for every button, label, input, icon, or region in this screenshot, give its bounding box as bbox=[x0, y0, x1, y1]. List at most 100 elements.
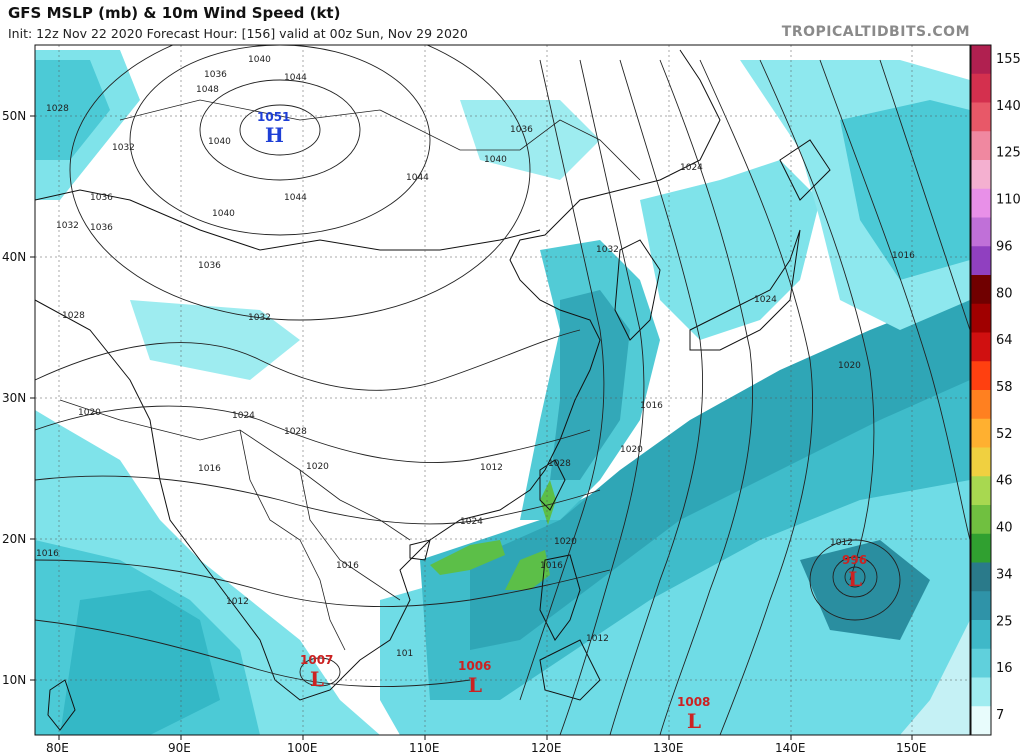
colorbar-swatch bbox=[971, 188, 991, 218]
colorbar-label: 58 bbox=[996, 380, 1013, 395]
low-center-value: 1008 bbox=[677, 695, 710, 709]
isobar-label: 1024 bbox=[460, 517, 483, 527]
colorbar-swatch bbox=[971, 246, 991, 276]
isobar-label: 1024 bbox=[754, 295, 777, 305]
isobar-label: 1024 bbox=[232, 411, 255, 421]
isobar-label: 1036 bbox=[510, 125, 533, 135]
low-center: 1007 L bbox=[300, 653, 333, 691]
colorbar-label: 25 bbox=[996, 614, 1013, 629]
colorbar-swatch bbox=[971, 332, 991, 362]
isobar-label: 1016 bbox=[36, 549, 59, 559]
latitude-label: 50N bbox=[2, 109, 26, 123]
low-center: 996 L bbox=[842, 553, 867, 591]
isobar-label: 1016 bbox=[640, 401, 663, 411]
low-center-value: 996 bbox=[842, 553, 867, 567]
wind-speed-colorbar: 155 140 125 110 96 80 64 58 52 46 40 34 25 16 7 bbox=[970, 44, 1021, 736]
isobar-label: 1016 bbox=[336, 561, 359, 571]
isobar-label: 101 bbox=[396, 649, 413, 659]
colorbar-swatch bbox=[971, 361, 991, 391]
colorbar-swatch bbox=[971, 591, 991, 621]
low-center-symbol: L bbox=[848, 567, 862, 591]
colorbar-label: 40 bbox=[996, 521, 1013, 536]
isobar-label: 1016 bbox=[198, 464, 221, 474]
isobar-label: 1044 bbox=[406, 173, 429, 183]
isobar-label: 1016 bbox=[892, 251, 915, 261]
isobar-label: 1036 bbox=[204, 70, 227, 80]
coastlines bbox=[35, 49, 831, 731]
colorbar-label: 52 bbox=[996, 427, 1013, 442]
longitude-label: 90E bbox=[168, 741, 191, 755]
isobar-label: 1032 bbox=[56, 221, 79, 231]
isobar-label: 1012 bbox=[586, 634, 609, 644]
isobar-label: 1028 bbox=[548, 459, 571, 469]
colorbar-label: 140 bbox=[996, 99, 1021, 114]
isobar-label: 1028 bbox=[62, 311, 85, 321]
colorbar-label: 96 bbox=[996, 239, 1013, 254]
colorbar-swatch bbox=[971, 73, 991, 103]
colorbar-label: 110 bbox=[996, 193, 1021, 208]
colorbar-swatch bbox=[971, 677, 991, 707]
low-center-value: 1007 bbox=[300, 653, 333, 667]
colorbar-swatch bbox=[971, 562, 991, 592]
isobar-label: 1036 bbox=[198, 261, 221, 271]
longitude-label: 140E bbox=[775, 741, 806, 755]
isobar-label: 1028 bbox=[46, 104, 69, 114]
isobar-label: 1032 bbox=[596, 245, 619, 255]
isobar-label: 1020 bbox=[620, 445, 643, 455]
isobar-label: 1016 bbox=[540, 561, 563, 571]
isobar-label: 1020 bbox=[554, 537, 577, 547]
low-center: 1008 L bbox=[677, 695, 710, 733]
longitude-label: 150E bbox=[896, 741, 927, 755]
latitude-label: 20N bbox=[2, 532, 26, 546]
longitude-label: 120E bbox=[531, 741, 562, 755]
isobar-label: 1024 bbox=[680, 163, 703, 173]
isobar-label: 1020 bbox=[838, 361, 861, 371]
colorbar-swatch bbox=[971, 447, 991, 477]
longitude-label: 100E bbox=[287, 741, 318, 755]
longitude-label: 80E bbox=[46, 741, 69, 755]
map-frame bbox=[34, 44, 971, 736]
colorbar-label: 80 bbox=[996, 286, 1013, 301]
isobar-label: 1036 bbox=[90, 223, 113, 233]
isobar-label: 1040 bbox=[212, 209, 235, 219]
isobar-label: 1040 bbox=[484, 155, 507, 165]
colorbar-swatch bbox=[971, 418, 991, 448]
isobar-label: 1048 bbox=[196, 85, 219, 95]
isobar-label: 1012 bbox=[480, 463, 503, 473]
colorbar-swatch bbox=[971, 476, 991, 506]
colorbar-swatch bbox=[971, 648, 991, 678]
colorbar-label: 34 bbox=[996, 567, 1013, 582]
colorbar-label: 125 bbox=[996, 146, 1021, 161]
colorbar-swatch bbox=[971, 102, 991, 132]
colorbar-label: 7 bbox=[996, 708, 1004, 723]
isobar-label: 1032 bbox=[112, 143, 135, 153]
gridlines bbox=[35, 45, 970, 735]
isobar-labels: 1040 1044 1048 1036 1028 1032 1040 1044 … bbox=[36, 55, 915, 659]
colorbar-swatch bbox=[971, 45, 991, 75]
isobar-label: 1044 bbox=[284, 73, 307, 83]
low-center: 1006 L bbox=[458, 659, 491, 697]
colorbar-swatch bbox=[971, 131, 991, 161]
colorbar-swatch bbox=[971, 303, 991, 333]
isobar-label: 1040 bbox=[248, 55, 271, 65]
colorbar-label: 16 bbox=[996, 661, 1013, 676]
isobars bbox=[35, 45, 970, 735]
latitude-label: 30N bbox=[2, 391, 26, 405]
colorbar-frame bbox=[970, 44, 992, 736]
low-center-value: 1006 bbox=[458, 659, 491, 673]
isobar-label: 1040 bbox=[208, 137, 231, 147]
isobar-label: 1012 bbox=[226, 597, 249, 607]
map-panel: 1040 1044 1048 1036 1028 1032 1040 1044 … bbox=[35, 45, 970, 735]
colorbar-swatch bbox=[971, 160, 991, 190]
colorbar-swatch bbox=[971, 275, 991, 305]
wind-speed-shading bbox=[35, 50, 970, 735]
colorbar-swatch bbox=[971, 533, 991, 563]
high-center-value: 1051 bbox=[257, 110, 290, 124]
isobar-label: 1020 bbox=[306, 462, 329, 472]
brand-watermark: TROPICALTIDBITS.COM bbox=[781, 24, 970, 40]
colorbar-swatch bbox=[971, 620, 991, 650]
isobar-label: 1028 bbox=[284, 427, 307, 437]
high-center-symbol: H bbox=[265, 123, 284, 147]
isobar-label: 1044 bbox=[284, 193, 307, 203]
pressure-centers: 1051 H 1007 L 1006 L 1008 L 996 L bbox=[257, 110, 867, 733]
